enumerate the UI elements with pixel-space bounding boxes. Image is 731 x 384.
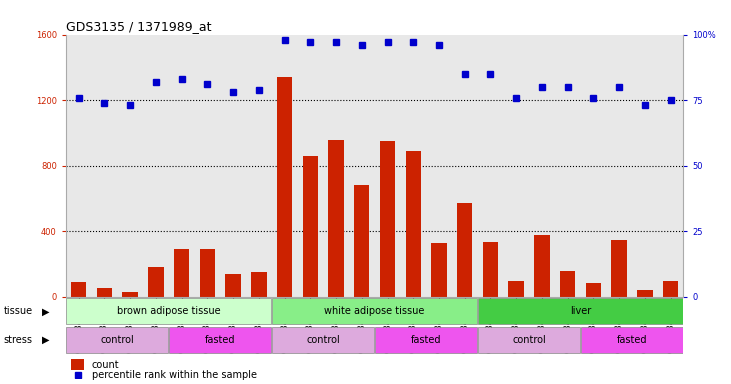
Bar — [611, 240, 627, 297]
Bar — [478, 327, 580, 353]
Text: GDS3135 / 1371989_at: GDS3135 / 1371989_at — [66, 20, 211, 33]
Bar — [457, 204, 472, 297]
Bar — [200, 249, 215, 297]
Bar — [482, 242, 499, 297]
Text: liver: liver — [570, 306, 591, 316]
Text: fasted: fasted — [205, 335, 235, 345]
Bar — [303, 156, 318, 297]
Text: ▶: ▶ — [42, 335, 49, 345]
Bar — [375, 327, 477, 353]
Bar — [586, 283, 601, 297]
Bar — [380, 141, 395, 297]
Bar — [251, 272, 267, 297]
Bar — [272, 298, 477, 324]
Bar — [67, 327, 168, 353]
Bar — [174, 248, 189, 297]
Bar — [148, 266, 164, 297]
Bar — [406, 151, 421, 297]
Text: fasted: fasted — [617, 335, 647, 345]
Bar — [122, 292, 138, 297]
Text: white adipose tissue: white adipose tissue — [325, 306, 425, 316]
Bar — [71, 282, 86, 297]
Bar — [96, 288, 112, 297]
Bar — [560, 271, 575, 297]
Bar — [581, 327, 683, 353]
Text: percentile rank within the sample: percentile rank within the sample — [91, 371, 257, 381]
Text: control: control — [100, 335, 135, 345]
Bar — [663, 281, 678, 297]
Text: control: control — [306, 335, 340, 345]
Bar — [225, 274, 240, 297]
Bar — [354, 185, 369, 297]
Text: ▶: ▶ — [42, 306, 49, 316]
Text: count: count — [91, 359, 119, 369]
Bar — [272, 327, 374, 353]
Bar — [637, 290, 653, 297]
Bar — [534, 235, 550, 297]
Bar — [478, 298, 683, 324]
Bar — [431, 243, 447, 297]
Text: tissue: tissue — [4, 306, 33, 316]
Bar — [71, 359, 84, 370]
Text: fasted: fasted — [411, 335, 442, 345]
Bar — [67, 298, 271, 324]
Bar — [509, 281, 524, 297]
Bar — [328, 139, 344, 297]
Text: stress: stress — [4, 335, 33, 345]
Bar — [170, 327, 271, 353]
Text: control: control — [512, 335, 546, 345]
Text: brown adipose tissue: brown adipose tissue — [117, 306, 221, 316]
Bar — [277, 77, 292, 297]
